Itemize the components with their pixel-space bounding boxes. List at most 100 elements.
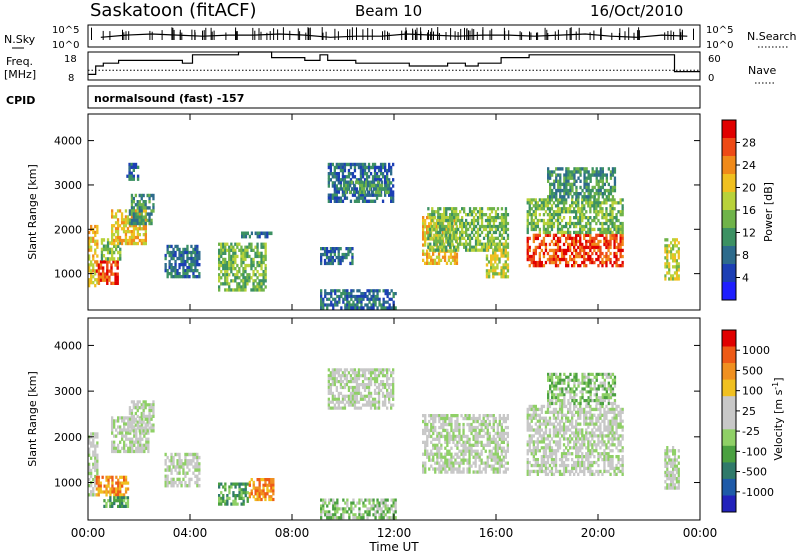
scatter-cell [447,236,450,240]
scatter-cell [148,414,151,418]
scatter-cell [132,224,136,228]
scatter-cell [144,403,147,407]
scatter-cell [464,434,467,439]
scatter-cell [337,252,340,257]
scatter-cell [345,380,349,384]
scatter-cell [431,236,434,240]
scatter-cell [124,224,128,228]
scatter-cell [500,434,503,439]
scatter-cell [141,431,144,435]
scatter-cell [260,231,263,236]
scatter-cell [577,201,580,205]
scatter-cell [138,224,141,228]
scatter-cell [577,207,580,211]
scatter-cell [536,264,539,268]
scatter-cell [478,455,481,459]
scatter-cell [559,195,562,199]
scatter-cell [362,292,365,296]
scatter-cell [589,224,592,229]
scatter-cell [111,475,114,479]
scatter-cell [664,277,667,281]
scatter-cell [500,266,503,270]
scatter-cell [474,458,477,462]
scatter-cell [609,198,612,202]
scatter-cell [426,437,429,441]
scatter-cell [675,238,678,242]
scatter-cell [599,176,602,180]
scatter-cell [490,210,494,214]
scatter-cell [260,254,263,259]
scatter-cell [565,224,568,229]
scatter-cell [329,162,332,167]
scatter-cell [476,230,480,235]
scatter-cell [345,255,348,260]
scatter-cell [254,245,257,249]
scatter-cell [119,425,122,429]
scatter-cell [150,414,153,418]
scatter-cell [186,275,189,279]
scatter-cell [354,516,357,520]
scatter-cell [449,242,452,246]
scatter-cell [611,170,615,174]
scatter-cell [554,251,558,256]
scatter-cell [363,394,367,398]
scatter-cell [613,216,616,220]
scatter-cell [441,248,444,252]
scatter-cell [186,484,189,488]
scatter-cell [486,437,489,441]
scatter-cell [492,239,496,243]
scatter-cell [372,501,375,505]
scatter-cell [137,446,140,450]
scatter-cell [583,173,586,177]
scatter-cell [106,238,110,242]
scatter-cell [345,190,348,195]
scatter-cell [115,434,118,438]
scatter-cell [492,425,495,430]
scatter-cell [138,429,141,433]
scatter-cell [113,501,116,506]
scatter-cell [124,209,128,213]
scatter-cell [88,239,91,243]
scatter-cell [451,213,454,217]
scatter-cell [194,244,197,249]
scatter-cell [248,495,251,499]
scatter-cell [526,213,529,217]
scatter-cell [379,371,383,375]
scatter-cell [422,452,425,456]
scatter-cell [478,224,482,229]
scatter-cell [176,275,179,279]
scatter-cell [88,278,91,282]
scatter-cell [424,225,427,229]
scatter-cell [124,241,128,246]
scatter-cell [386,498,389,502]
scatter-cell [534,213,537,217]
scatter-cell [560,227,564,232]
scatter-cell [597,213,600,217]
y-tick-label: 4000 [54,135,82,148]
scatter-cell [92,438,95,442]
scatter-cell [333,374,336,378]
scatter-cell [256,263,259,268]
scatter-cell [480,207,484,211]
scatter-cell [182,250,185,255]
scatter-cell [468,239,472,243]
scatter-cell [585,182,588,187]
scatter-cell [234,267,237,271]
scatter-cell [146,417,149,421]
scatter-cell [388,397,391,401]
scatter-cell [142,215,145,219]
scatter-cell [613,239,616,244]
scatter-cell [361,190,364,195]
scatter-cell [198,471,201,475]
scatter-cell [466,458,469,462]
scatter-cell [222,499,225,503]
scatter-cell [442,425,445,430]
scatter-cell [343,165,347,170]
scatter-cell [122,496,126,500]
scatter-cell [92,230,95,235]
scatter-cell [442,414,445,418]
scatter-cell [246,273,249,277]
scatter-cell [244,254,247,259]
scatter-cell [496,224,500,229]
scatter-cell [224,482,227,486]
